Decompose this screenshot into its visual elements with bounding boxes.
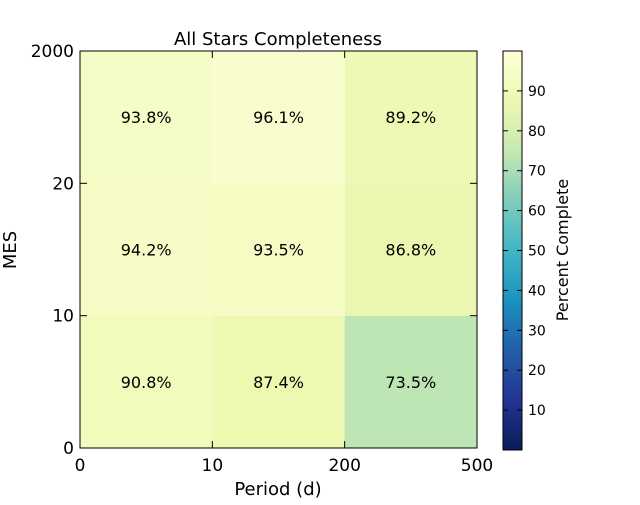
colorbar-tick-label: 40 (528, 283, 546, 299)
colorbar-tick-label: 60 (528, 204, 546, 220)
colorbar-tick-label: 70 (528, 164, 546, 180)
cell-value-label: 90.8% (121, 373, 172, 392)
cell-value-label: 89.2% (385, 108, 436, 127)
colorbar-tick-label: 10 (528, 403, 546, 419)
heatmap-cell (344, 315, 477, 448)
cell-value-label: 93.5% (253, 241, 304, 260)
plot-frame (79, 50, 478, 449)
x-tick-label: 200 (328, 456, 360, 476)
cell-value-label: 73.5% (385, 373, 436, 392)
heatmap-cells: 90.8% 87.4% 73.5% 94.2% 93.5% 86.8% 93.8% 96.1%… (80, 51, 477, 448)
heatmap-cell (344, 51, 477, 184)
y-axis: 0 10 20 2000 (31, 42, 477, 459)
y-axis-label: MES (0, 231, 21, 269)
x-axis-label: Period (d) (234, 479, 321, 500)
cell-value-label: 87.4% (253, 373, 304, 392)
x-tick-label: 0 (75, 456, 86, 476)
x-axis: 0 10 200 500 (75, 51, 493, 476)
y-tick-label: 2000 (31, 42, 74, 62)
heatmap-cell (344, 183, 477, 316)
x-tick-label: 10 (202, 456, 224, 476)
heatmap-cell (80, 315, 213, 448)
cell-value-label: 86.8% (385, 241, 436, 260)
colorbar-label: Percent Complete (553, 179, 572, 321)
chart-title: All Stars Completeness (174, 29, 382, 50)
y-tick-label: 10 (52, 307, 74, 327)
colorbar-tick-label: 20 (528, 363, 546, 379)
x-tick-label: 500 (461, 456, 493, 476)
heatmap-cell (212, 315, 345, 448)
heatmap-cell (80, 183, 213, 316)
colorbar-tick-label: 90 (528, 84, 546, 100)
colorbar-ticks: 10 20 30 40 50 60 70 80 90 (503, 84, 546, 419)
y-tick-label: 20 (52, 174, 74, 194)
cell-value-label: 94.2% (121, 241, 172, 260)
cell-value-label: 93.8% (121, 108, 172, 127)
cell-value-label: 96.1% (253, 108, 304, 127)
colorbar-tick-label: 30 (528, 323, 546, 339)
y-tick-label: 0 (63, 439, 74, 459)
colorbar-tick-label: 50 (528, 244, 546, 260)
colorbar-tick-label: 80 (528, 124, 546, 140)
heatmap-cell (212, 51, 345, 184)
heatmap-cell (80, 51, 213, 184)
heatmap-cell (212, 183, 345, 316)
